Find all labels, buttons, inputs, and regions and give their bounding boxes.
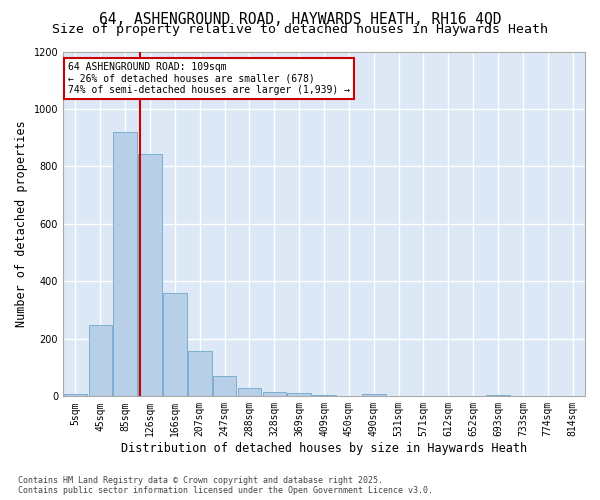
Bar <box>238 388 261 396</box>
Text: Size of property relative to detached houses in Haywards Heath: Size of property relative to detached ho… <box>52 22 548 36</box>
Bar <box>138 154 162 396</box>
X-axis label: Distribution of detached houses by size in Haywards Heath: Distribution of detached houses by size … <box>121 442 527 455</box>
Bar <box>113 132 137 396</box>
Bar <box>362 394 386 396</box>
Bar <box>287 394 311 396</box>
Text: 64, ASHENGROUND ROAD, HAYWARDS HEATH, RH16 4QD: 64, ASHENGROUND ROAD, HAYWARDS HEATH, RH… <box>99 12 501 28</box>
Y-axis label: Number of detached properties: Number of detached properties <box>15 120 28 327</box>
Bar <box>213 376 236 396</box>
Bar <box>263 392 286 396</box>
Bar <box>64 394 87 396</box>
Bar <box>486 395 510 396</box>
Text: 64 ASHENGROUND ROAD: 109sqm
← 26% of detached houses are smaller (678)
74% of se: 64 ASHENGROUND ROAD: 109sqm ← 26% of det… <box>68 62 350 95</box>
Text: Contains HM Land Registry data © Crown copyright and database right 2025.
Contai: Contains HM Land Registry data © Crown c… <box>18 476 433 495</box>
Bar <box>188 351 212 397</box>
Bar <box>312 395 336 396</box>
Bar <box>89 325 112 396</box>
Bar <box>163 293 187 397</box>
